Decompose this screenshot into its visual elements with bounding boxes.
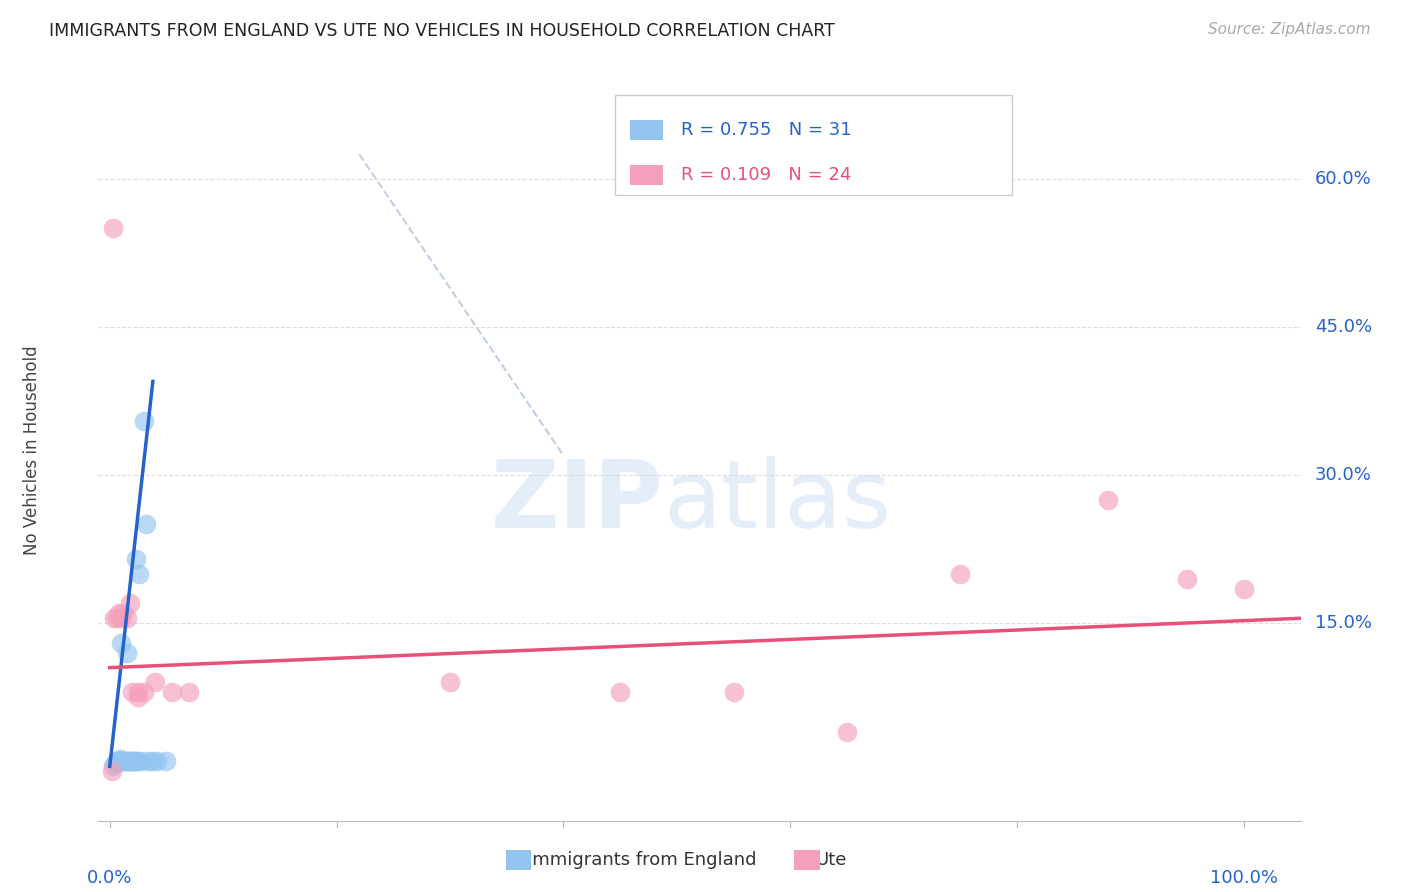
Text: 100.0%: 100.0% (1209, 869, 1278, 887)
Point (105, 611, 128, 625)
Text: No Vehicles in Household: No Vehicles in Household (24, 345, 41, 556)
Point (1233, 582, 1256, 596)
Point (179, 685, 201, 699)
Point (155, 755, 177, 769)
Point (122, 755, 145, 769)
Point (138, 755, 160, 769)
Point (107, 755, 129, 769)
Text: IMMIGRANTS FROM ENGLAND VS UTE NO VEHICLES IN HOUSEHOLD CORRELATION CHART: IMMIGRANTS FROM ENGLAND VS UTE NO VEHICL… (49, 22, 835, 40)
Point (1175, 572, 1198, 586)
Point (135, 517, 157, 532)
Text: 0.0%: 0.0% (87, 869, 132, 887)
Point (124, 755, 146, 769)
Point (142, 755, 165, 769)
Point (723, 685, 745, 699)
Text: 45.0%: 45.0% (1315, 318, 1372, 336)
Point (112, 755, 135, 769)
Text: 60.0%: 60.0% (1315, 170, 1372, 188)
Point (118, 755, 141, 769)
Point (110, 636, 132, 650)
Point (103, 611, 125, 625)
Point (127, 755, 149, 769)
Point (108, 752, 131, 766)
Point (125, 755, 148, 769)
Point (108, 607, 131, 621)
Point (949, 566, 972, 581)
Point (835, 724, 858, 739)
Point (121, 755, 143, 769)
Point (110, 611, 132, 625)
Point (143, 675, 166, 690)
Point (125, 552, 148, 566)
Text: Immigrants from England: Immigrants from England (527, 851, 756, 869)
Point (120, 597, 142, 611)
Text: Ute: Ute (815, 851, 846, 869)
Point (112, 607, 135, 621)
Point (120, 755, 142, 769)
Point (114, 755, 136, 769)
Point (160, 685, 183, 699)
FancyBboxPatch shape (616, 95, 1012, 195)
Point (127, 690, 149, 705)
Point (101, 221, 124, 235)
Text: R = 0.755   N = 31: R = 0.755 N = 31 (682, 121, 852, 139)
Text: 30.0%: 30.0% (1315, 467, 1372, 484)
Point (101, 759, 124, 773)
Point (132, 685, 155, 699)
Point (146, 755, 169, 769)
Text: ZIP: ZIP (491, 457, 664, 549)
Point (132, 414, 155, 428)
Point (609, 685, 631, 699)
Point (111, 755, 134, 769)
Point (120, 755, 142, 769)
Text: Source: ZipAtlas.com: Source: ZipAtlas.com (1208, 22, 1371, 37)
Point (101, 764, 124, 779)
Point (127, 685, 149, 699)
Point (128, 566, 150, 581)
Bar (630, 120, 664, 140)
Point (131, 755, 153, 769)
Point (439, 675, 461, 690)
Point (121, 685, 143, 699)
Text: 15.0%: 15.0% (1315, 615, 1372, 632)
Point (115, 646, 138, 660)
Point (117, 755, 139, 769)
Point (114, 755, 136, 769)
Text: R = 0.109   N = 24: R = 0.109 N = 24 (682, 166, 852, 184)
Text: atlas: atlas (664, 457, 891, 549)
Point (115, 611, 138, 625)
Point (108, 755, 131, 769)
Bar (630, 165, 664, 186)
Point (105, 755, 128, 769)
Point (1097, 492, 1119, 507)
Point (110, 755, 132, 769)
Point (104, 756, 127, 771)
